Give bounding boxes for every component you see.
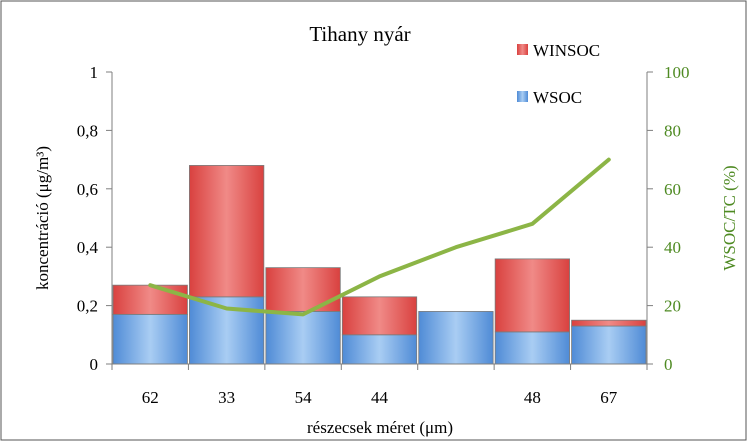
legend-swatch-wsoc (517, 91, 528, 102)
bar-winsoc-6 (571, 319, 647, 327)
bar-winsoc-0 (112, 284, 188, 315)
y-axis-label: koncentráció (μg/m³) (33, 146, 52, 290)
bar-winsoc-2 (265, 267, 341, 312)
y2-tick-label: 80 (664, 121, 681, 140)
x-axis-label: részecsek méret (μm) (307, 418, 453, 437)
bar-winsoc-1 (189, 165, 265, 298)
bar-winsoc-5 (494, 258, 570, 333)
bar-wsoc-6 (571, 325, 647, 365)
y2-tick-label: 60 (664, 180, 681, 199)
x-tick-label: 44 (371, 388, 389, 407)
y2-tick-label: 40 (664, 238, 681, 257)
y-tick-label: 0,6 (77, 180, 98, 199)
x-tick-label: 62 (142, 388, 159, 407)
y-tick-label: 0 (90, 355, 99, 374)
ratio-line (148, 157, 611, 317)
x-tick-label: 67 (600, 388, 618, 407)
bar-wsoc-0 (112, 313, 188, 365)
bar-wsoc-4 (418, 311, 494, 365)
legend-swatch-winsoc (517, 44, 528, 55)
y-tick-label: 0,8 (77, 121, 98, 140)
legend-label-winsoc: WINSOC (533, 41, 600, 60)
y-tick-label: 0,4 (77, 238, 99, 257)
axes-layer (111, 72, 648, 365)
legend-label-wsoc: WSOC (533, 88, 582, 107)
y2-tick-label: 20 (664, 297, 681, 316)
line-layer (148, 157, 611, 317)
x-tick-label: 33 (218, 388, 235, 407)
bar-wsoc-5 (494, 331, 570, 365)
y2-axis-label: WSOC/TC (%) (720, 165, 739, 270)
chart-title: Tihany nyár (309, 22, 410, 46)
bar-wsoc-3 (341, 334, 418, 365)
x-tick-label: 54 (295, 388, 313, 407)
x-tick-label: 48 (524, 388, 541, 407)
bar-winsoc-3 (341, 296, 418, 336)
legend: WINSOC WSOC (517, 41, 600, 107)
y2-tick-label: 0 (664, 355, 673, 374)
bar-wsoc-2 (265, 311, 341, 365)
y-tick-label: 0,2 (77, 297, 98, 316)
y-tick-label: 1 (90, 63, 99, 82)
y2-tick-label: 100 (664, 63, 690, 82)
ticks-layer: 0 0,2 0,4 0,6 0,8 1 0 20 40 60 80 100 62 33 54 44 48 67 (77, 63, 690, 407)
